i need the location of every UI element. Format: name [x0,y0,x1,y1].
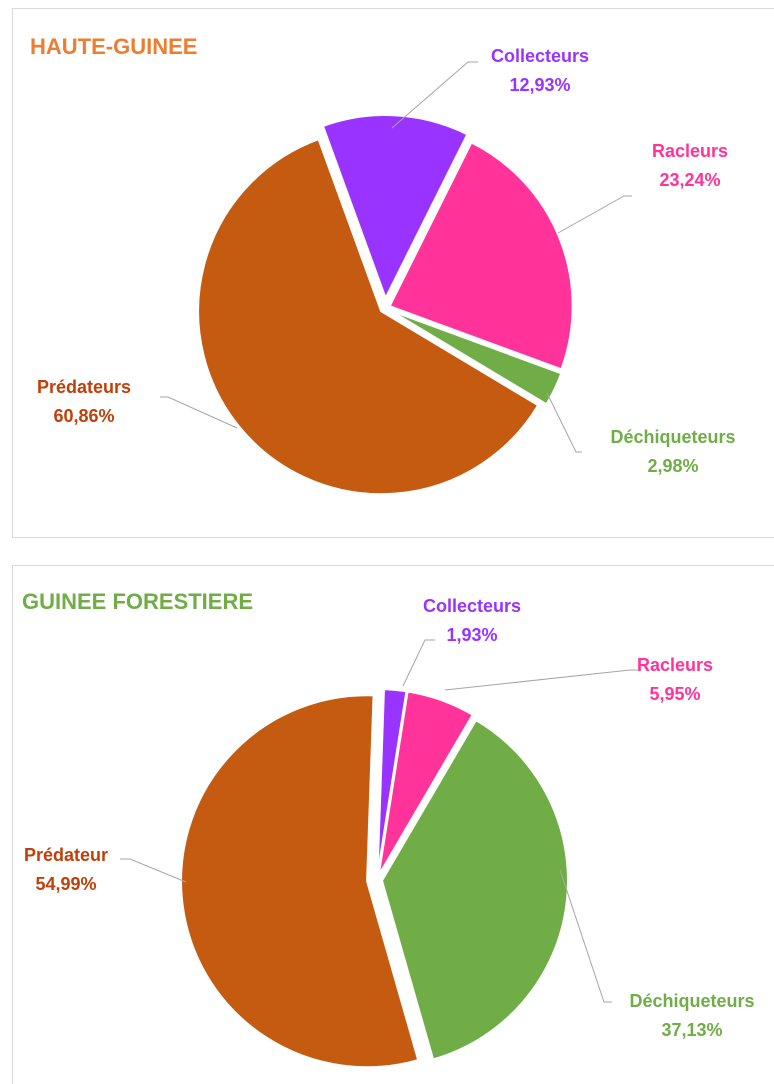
pie-slice [197,137,540,496]
slice-value-label: 2,98% [647,456,698,476]
slice-value-label: 5,95% [649,684,700,704]
slice-label: Collecteurs [423,596,521,616]
slice-value-label: 60,86% [53,406,114,426]
slice-label: Racleurs [637,655,713,675]
leader-line [160,396,238,429]
leader-line [559,869,612,1003]
slice-label: Déchiqueteurs [610,427,735,447]
pie-slice [380,718,569,1061]
pie-slice [377,690,475,876]
slice-value-label: 37,13% [661,1020,722,1040]
pie-slice [376,688,408,876]
pie-slice [180,694,420,1069]
slice-label: Collecteurs [491,46,589,66]
slice-value-label: 1,93% [446,625,497,645]
slice-value-label: 54,99% [35,874,96,894]
chart-frame [12,8,774,538]
slice-value-label: 12,93% [509,75,570,95]
chart-title: HAUTE-GUINEE [30,34,197,59]
slice-label: Racleurs [652,141,728,161]
slice-label: Déchiqueteurs [629,991,754,1011]
slice-value-label: 23,24% [659,170,720,190]
slice-label: Prédateurs [37,377,131,397]
leader-line [391,61,478,129]
chart-title: GUINEE FORESTIERE [22,589,253,614]
leader-line [557,195,632,234]
pie-slice [321,114,469,301]
slice-label: Prédateur [24,845,108,865]
chart-frame [12,565,774,1084]
leader-line [444,669,638,691]
pie-slice [388,309,563,406]
leader-line [402,639,435,687]
pie-slice [388,141,574,371]
leader-line [120,858,187,883]
leader-line [546,392,582,453]
